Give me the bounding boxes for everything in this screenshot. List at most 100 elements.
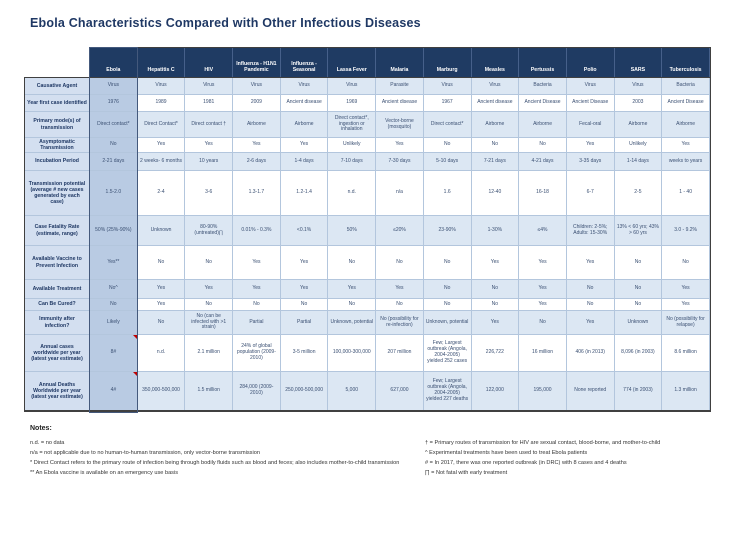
table-cell: Yes (519, 246, 567, 280)
table-cell: 207 million (376, 335, 424, 372)
table-cell: 7-10 days (328, 153, 377, 171)
table-cell: Unknown (614, 311, 663, 335)
note-line: n/a = not applicable due to no human-to-… (30, 450, 260, 456)
note-line: ** An Ebola vaccine is available on an e… (30, 470, 179, 476)
table-cell: 7-21 days (471, 153, 520, 171)
table-cell: 627,000 (376, 372, 424, 411)
table-cell: 2-21 days (90, 153, 138, 171)
table-cell: Bacteria (662, 78, 710, 95)
note-line: ^ Experimental treatments have been used… (425, 450, 588, 456)
table-cell: Yes (519, 299, 567, 311)
table-cell: 1-30% (471, 216, 520, 246)
table-cell: 0.01% - 0.3% (233, 216, 281, 246)
table-cell: 2003 (614, 95, 663, 112)
table-cell: No (280, 299, 329, 311)
table-cell: No (328, 246, 377, 280)
table-cell: Ancient Disease (662, 95, 710, 112)
note-line: n.d. = no data (30, 440, 65, 446)
page-title: Ebola Characteristics Compared with Othe… (30, 16, 421, 30)
table-cell: 5,000 (328, 372, 377, 411)
table-cell: 1.2-1.4 (280, 171, 329, 216)
table-cell: Yes (280, 280, 329, 299)
row-label: Annual Deaths Worldwide per year (latest… (25, 372, 90, 411)
table-cell: Likely (90, 311, 138, 335)
row-label: Can Be Cured? (25, 299, 90, 311)
row-label: Causative Agent (25, 78, 90, 95)
table-cell: No (possibility for relapse) (662, 311, 710, 335)
table-cell: 2-5 (614, 171, 663, 216)
table-cell: 1976 (90, 95, 138, 112)
table-cell: Few; Largest outbreak (Angola, 2004-2005… (423, 372, 472, 411)
table-cell: 1981 (185, 95, 234, 112)
table-cell: ≤4% (519, 216, 567, 246)
table-corner-cell (25, 48, 90, 78)
column-header: Polio (566, 48, 615, 78)
column-header: Hepatitis C (137, 48, 186, 78)
table-cell: 10 years (185, 153, 234, 171)
table-cell: 3-35 days (566, 153, 615, 171)
table-cell: 16-18 (519, 171, 567, 216)
column-header: HIV (185, 48, 234, 78)
table-cell: No (471, 299, 520, 311)
table-cell: Direct contact* (423, 112, 472, 138)
table-cell: No (90, 299, 138, 311)
table-cell: Ancient Disease (519, 95, 567, 112)
table-cell: No (423, 246, 472, 280)
notes-left-column: n.d. = no data n/a = not applicable due t… (30, 438, 399, 478)
table-cell: 1.3-1.7 (233, 171, 281, 216)
table-cell: Unknown (137, 216, 186, 246)
table-cell: No (423, 299, 472, 311)
table-cell: 6-7 (566, 171, 615, 216)
table-cell: No (614, 299, 663, 311)
table-cell: 250,000-500,000 (280, 372, 329, 411)
table-cell: 50% (25%-90%) (90, 216, 138, 246)
table-cell: Virus (137, 78, 186, 95)
table-cell: weeks to years (662, 153, 710, 171)
column-header: Malaria (376, 48, 424, 78)
notes-heading: Notes: (30, 425, 52, 432)
table-cell: No (376, 299, 424, 311)
table-cell: 1.6 (423, 171, 472, 216)
table-cell: n/a (376, 171, 424, 216)
table-cell: 8,096 (in 2003) (614, 335, 663, 372)
table-cell: Unknown, potential (328, 311, 377, 335)
table-cell: Yes (566, 311, 615, 335)
row-label: Available Vaccine to Prevent Infection (25, 246, 90, 280)
table-cell: Direct Contact* (137, 112, 186, 138)
table-cell: 3.0 - 9.2% (662, 216, 710, 246)
table-cell: No (471, 280, 520, 299)
table-cell: 80-90% (untreated)∏ (185, 216, 234, 246)
table-cell: No (can be infected with >1 strain) (185, 311, 234, 335)
table-cell: Yes (280, 246, 329, 280)
table-cell: No (90, 138, 138, 153)
table-cell: Virus (614, 78, 663, 95)
table-cell: 100,000-300,000 (328, 335, 377, 372)
column-header: Lassa Fever (328, 48, 377, 78)
table-cell: Yes (185, 280, 234, 299)
table-cell: No (233, 299, 281, 311)
table-cell: Virus (233, 78, 281, 95)
table-cell: No (662, 246, 710, 280)
table-cell: 1.3 million (662, 372, 710, 411)
table-cell: No (423, 280, 472, 299)
table-cell: Yes (566, 246, 615, 280)
table-cell: Partial (233, 311, 281, 335)
table-cell: 5-10 days (423, 153, 472, 171)
table-cell: No (possibility for re-infection) (376, 311, 424, 335)
table-cell: Children: 2-5%; Adults: 15-30% (566, 216, 615, 246)
table-cell: Yes (662, 299, 710, 311)
table-cell: Unknown, potential (423, 311, 472, 335)
column-header: Influenza - H1N1 Pandemic (233, 48, 281, 78)
table-cell: Yes (376, 280, 424, 299)
column-header: Pertussis (519, 48, 567, 78)
table-cell: 4-21 days (519, 153, 567, 171)
table-cell: Yes (471, 311, 520, 335)
table-cell: Yes (185, 138, 234, 153)
table-cell: No (185, 299, 234, 311)
table-cell: No (614, 280, 663, 299)
table-cell: 50% (328, 216, 377, 246)
table-cell: 774 (in 2003) (614, 372, 663, 411)
table-cell: Virus (280, 78, 329, 95)
table-cell: No (519, 311, 567, 335)
table-cell: 23-90% (423, 216, 472, 246)
